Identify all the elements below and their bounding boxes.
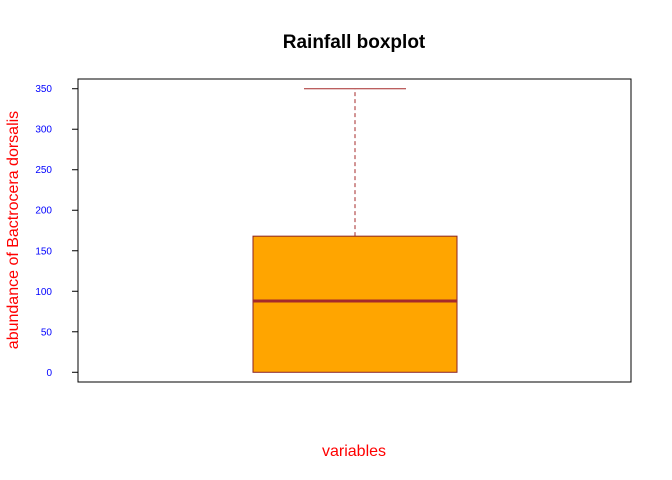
- y-tick-label: 0: [46, 368, 52, 379]
- y-tick-label: 200: [35, 206, 52, 217]
- y-tick-label: 150: [35, 246, 52, 257]
- y-tick-label: 300: [35, 125, 52, 136]
- y-axis: 0 50 100 150 200 250 300 350: [35, 84, 78, 379]
- chart-title: Rainfall boxplot: [283, 32, 426, 53]
- y-axis-label: abundance of Bactrocera dorsalis: [5, 111, 22, 349]
- x-axis-label: variables: [322, 443, 386, 460]
- plot-frame: [77, 78, 632, 383]
- y-tick-label: 100: [35, 287, 52, 298]
- y-tick-label: 250: [35, 165, 52, 176]
- y-tick-label: 350: [35, 84, 52, 95]
- y-tick-label: 50: [41, 327, 53, 338]
- box-iqr: [252, 235, 458, 373]
- box-group: [252, 88, 458, 373]
